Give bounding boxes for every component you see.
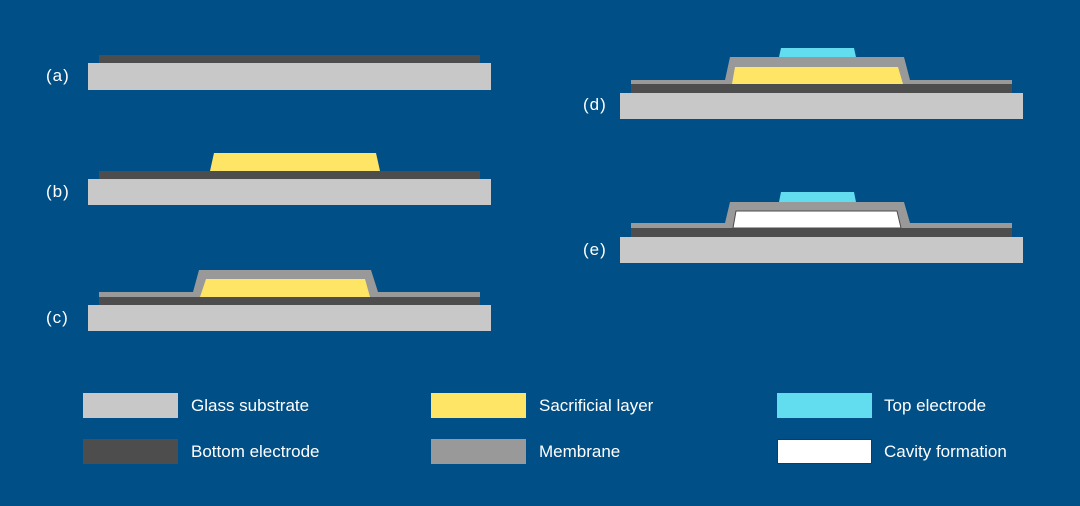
step-b-stack (88, 153, 491, 205)
legend-swatch-top-electrode (777, 393, 872, 418)
glass-substrate (620, 237, 1023, 263)
step-c-stack (88, 270, 491, 331)
legend-label: Bottom electrode (191, 442, 320, 461)
bottom-electrode (631, 84, 1012, 93)
sacrificial-layer (732, 67, 903, 84)
sacrificial-layer (200, 279, 370, 297)
step-a-stack (88, 55, 491, 90)
legend-swatch-membrane (431, 439, 526, 464)
step-label-e: (e) (583, 240, 607, 259)
top-electrode (779, 192, 856, 202)
step-label-d: (d) (583, 95, 607, 114)
legend-swatch-cavity (777, 439, 872, 464)
cavity (732, 210, 902, 229)
glass-substrate (88, 305, 491, 331)
legend-swatch-bottom-electrode (83, 439, 178, 464)
bottom-electrode (99, 171, 480, 179)
step-e-stack (620, 192, 1023, 263)
top-electrode (779, 48, 856, 57)
step-d-stack (620, 48, 1023, 119)
step-label-a: (a) (46, 66, 70, 85)
bottom-electrode (99, 55, 480, 63)
glass-substrate (620, 93, 1023, 119)
sacrificial-layer (210, 153, 380, 171)
glass-substrate (88, 63, 491, 90)
bottom-electrode (99, 297, 480, 305)
legend-label: Glass substrate (191, 396, 310, 415)
step-label-c: (c) (46, 308, 69, 327)
legend-swatch-glass (83, 393, 178, 418)
bottom-electrode (631, 228, 1012, 237)
legend-swatch-sacrificial (431, 393, 526, 418)
glass-substrate (88, 179, 491, 205)
legend-label: Sacrificial layer (539, 396, 654, 415)
legend-label: Cavity formation (884, 442, 1007, 461)
legend-label: Top electrode (884, 396, 987, 415)
step-label-b: (b) (46, 182, 70, 201)
legend-label: Membrane (539, 442, 621, 461)
